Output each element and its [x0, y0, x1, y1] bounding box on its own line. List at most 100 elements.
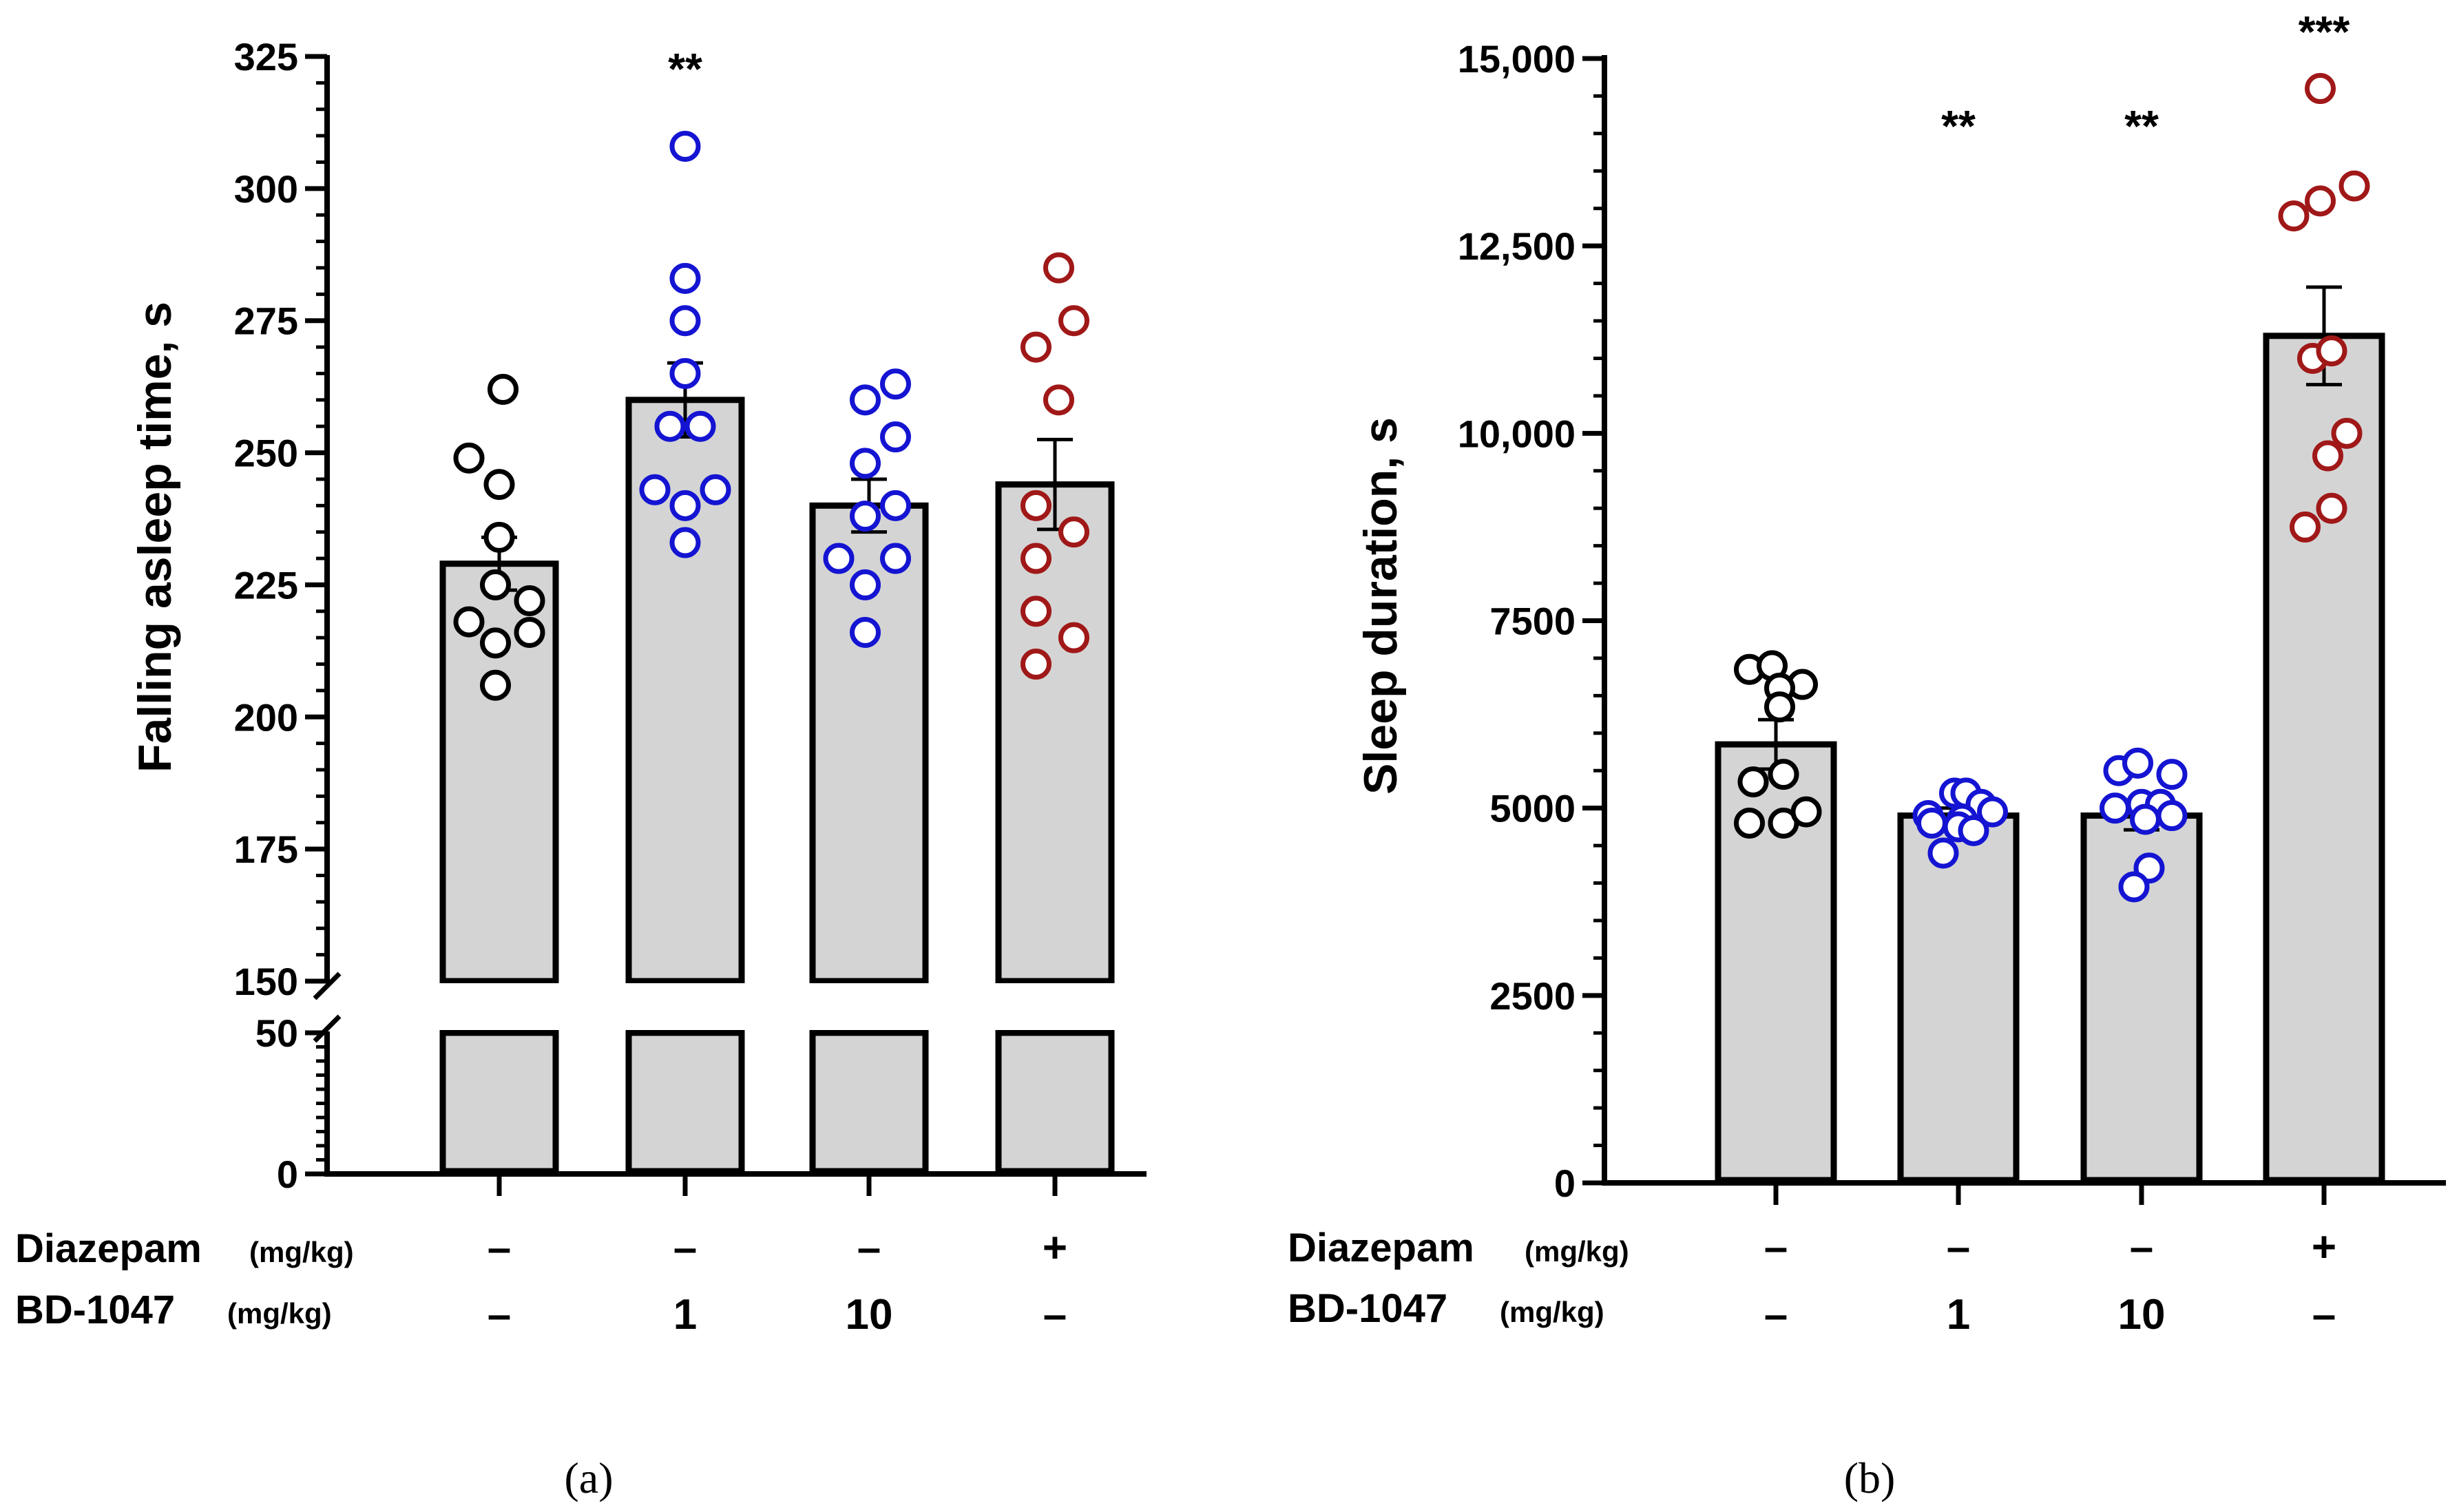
data-point — [1023, 651, 1049, 678]
data-point — [1061, 519, 1087, 545]
data-point — [2281, 203, 2307, 229]
y-axis-title: Sleep duration, s — [1354, 417, 1407, 795]
data-point — [1737, 810, 1763, 836]
data-point — [456, 609, 482, 635]
panel-label-a: (a) — [564, 1453, 613, 1502]
y-tick-label: 275 — [234, 300, 298, 343]
diazepam-unit: (mg/kg) — [249, 1236, 354, 1268]
data-point — [657, 413, 683, 439]
data-point — [1023, 334, 1049, 360]
diazepam-label: Diazepam — [1288, 1226, 1474, 1270]
data-point — [852, 619, 879, 645]
data-point — [490, 376, 516, 402]
y-axis-title: Falling asleep time, s — [129, 302, 181, 773]
data-point — [2102, 795, 2128, 821]
data-point — [2292, 514, 2319, 540]
bd1047-value: – — [2312, 1291, 2336, 1338]
data-point — [483, 672, 509, 698]
y-tick-label: 325 — [234, 35, 298, 78]
bd1047-value: – — [488, 1291, 511, 1338]
y-tick-label: 150 — [234, 960, 298, 1003]
diazepam-value: – — [673, 1224, 697, 1272]
data-point — [2121, 874, 2147, 900]
y-tick-label: 0 — [277, 1153, 298, 1196]
data-point — [1960, 817, 1987, 843]
axis-break-gap — [435, 983, 1120, 1030]
y-tick-label: 0 — [1554, 1162, 1576, 1205]
data-point — [1770, 762, 1797, 788]
significance-marker: ** — [2124, 101, 2159, 151]
data-point — [2341, 173, 2367, 199]
y-tick-label: 200 — [234, 695, 298, 739]
data-point — [1061, 308, 1087, 334]
bd1047-value: – — [1043, 1291, 1067, 1338]
significance-marker: ** — [668, 44, 702, 94]
y-tick-label: 250 — [234, 432, 298, 475]
data-point — [483, 630, 509, 656]
data-point — [2334, 420, 2360, 446]
data-point — [672, 308, 698, 334]
data-point — [2319, 338, 2345, 364]
data-point — [1740, 769, 1766, 795]
data-point — [1023, 492, 1049, 518]
data-point — [2159, 762, 2185, 788]
data-point — [486, 524, 512, 550]
data-point — [1930, 840, 1956, 866]
y-tick-label: 2500 — [1489, 974, 1576, 1018]
diazepam-value: – — [2130, 1224, 2153, 1271]
data-point — [516, 619, 543, 645]
data-point — [483, 571, 509, 598]
y-tick-label: 10,000 — [1458, 412, 1576, 455]
data-point — [2308, 76, 2334, 102]
data-point — [883, 492, 909, 518]
bd1047-unit: (mg/kg) — [227, 1297, 332, 1330]
data-point — [516, 587, 543, 613]
data-point — [1767, 694, 1793, 720]
bar — [1901, 816, 2016, 1180]
diazepam-value: + — [2312, 1224, 2336, 1271]
panel-a-chart: ** 150 175 200 225 250 275 300 325 0 50 Falling asl… — [15, 35, 1147, 1502]
data-point — [1919, 810, 1945, 836]
data-point — [1793, 799, 1819, 825]
bar-lower-segment — [813, 1033, 925, 1171]
data-point — [883, 371, 909, 397]
y-tick-label: 225 — [234, 563, 298, 607]
data-point — [2159, 803, 2185, 829]
y-tick-label: 7500 — [1489, 600, 1576, 643]
bd1047-unit: (mg/kg) — [1500, 1296, 1604, 1328]
significance-marker: ** — [1941, 101, 1976, 151]
data-point — [486, 472, 512, 498]
data-point — [687, 413, 713, 439]
data-point — [672, 529, 698, 556]
data-point — [456, 445, 482, 471]
data-point — [883, 545, 909, 571]
panel-label-b: (b) — [1844, 1453, 1896, 1502]
data-point — [2133, 806, 2159, 832]
data-point — [826, 545, 852, 571]
data-point — [2315, 443, 2341, 469]
diazepam-unit: (mg/kg) — [1525, 1235, 1629, 1268]
y-tick-label: 300 — [234, 167, 298, 211]
diazepam-value: – — [857, 1224, 881, 1272]
data-point — [672, 133, 698, 159]
bd1047-value: 10 — [2118, 1291, 2166, 1338]
bd1047-label: BD-1047 — [15, 1288, 175, 1332]
data-point — [1023, 545, 1049, 571]
data-point — [852, 387, 879, 413]
data-point — [672, 265, 698, 291]
data-point — [1046, 387, 1072, 413]
significance-marker: *** — [2299, 7, 2350, 56]
diazepam-label: Diazepam — [15, 1226, 202, 1271]
data-point — [672, 492, 698, 518]
bd1047-value: – — [1764, 1291, 1788, 1338]
data-point — [852, 503, 879, 529]
bar-lower-segment — [443, 1033, 556, 1171]
diazepam-value: – — [1947, 1224, 1970, 1271]
data-point — [1061, 624, 1087, 651]
data-point — [2308, 188, 2334, 214]
bar-lower-segment — [629, 1033, 742, 1171]
data-point — [883, 424, 909, 450]
bd1047-label: BD-1047 — [1288, 1286, 1447, 1331]
diazepam-value: – — [488, 1224, 511, 1272]
y-tick-label: 15,000 — [1458, 37, 1576, 81]
